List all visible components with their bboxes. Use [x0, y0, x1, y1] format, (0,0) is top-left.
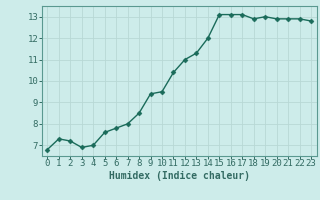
X-axis label: Humidex (Indice chaleur): Humidex (Indice chaleur) [109, 171, 250, 181]
